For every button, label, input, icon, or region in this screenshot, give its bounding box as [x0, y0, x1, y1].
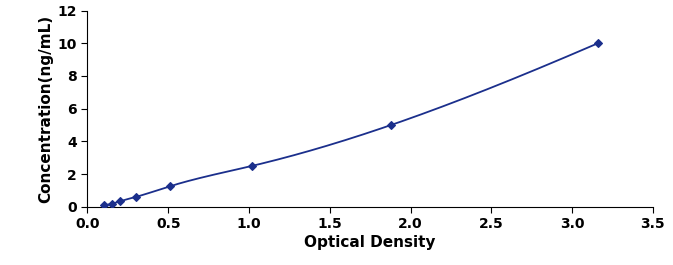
X-axis label: Optical Density: Optical Density — [304, 235, 436, 250]
Y-axis label: Concentration(ng/mL): Concentration(ng/mL) — [38, 15, 53, 203]
